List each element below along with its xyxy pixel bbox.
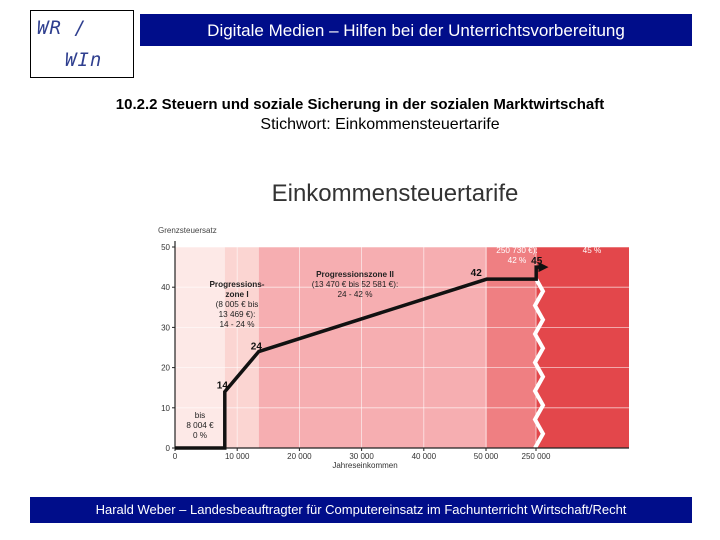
tax-rate-line bbox=[175, 265, 539, 450]
zone-label-4: 42 % bbox=[508, 256, 527, 265]
tax-rate-chart: Einkommensteuertarife Grenzsteuersatz 0 10 2… bbox=[158, 180, 629, 470]
zone-band-2 bbox=[224, 247, 259, 448]
x-tick-label: 50 000 bbox=[474, 452, 499, 461]
x-tick-label: 30 000 bbox=[349, 452, 374, 461]
zone-label-2: Progressions- bbox=[209, 280, 264, 289]
zone-label-2: (8 005 € bis bbox=[216, 300, 259, 309]
zone-band-3 bbox=[258, 247, 487, 448]
zone-label-5: Proportional- bbox=[566, 216, 618, 225]
point-label: 24 bbox=[251, 342, 263, 353]
footer: Harald Weber – Landesbeauftragter für Co… bbox=[30, 497, 692, 523]
point-label: 45 bbox=[531, 256, 543, 267]
zone-label-4: Proportional- bbox=[491, 216, 543, 225]
zone-label-4: 250 730 €): bbox=[496, 246, 537, 255]
zone-band-4 bbox=[486, 247, 537, 448]
x-tick-label: 250 000 bbox=[522, 452, 551, 461]
y-axis-label: Grenzsteuersatz bbox=[158, 226, 217, 235]
x-tick-label: 20 000 bbox=[287, 452, 312, 461]
zone-label-1: 0 % bbox=[193, 431, 207, 440]
y-tick-label: 30 bbox=[161, 323, 170, 332]
zone-label-1: 8 004 € bbox=[186, 421, 214, 430]
point-label: 14 bbox=[217, 381, 229, 392]
zone-label-5: (ab 250 731 €): bbox=[564, 236, 620, 245]
logo-line-1: WR / bbox=[37, 17, 87, 39]
x-tick-label: 10 000 bbox=[225, 452, 250, 461]
header-title: Digitale Medien – Hilfen bei der Unterri… bbox=[140, 14, 692, 46]
x-tick-label: 0 bbox=[173, 452, 178, 461]
y-tick-label: 50 bbox=[161, 243, 170, 252]
zone-label-3: (13 470 € bis 52 581 €): bbox=[312, 280, 399, 289]
zone-label-5: 45 % bbox=[583, 246, 602, 255]
zone-label-2: 14 - 24 % bbox=[219, 320, 254, 329]
axis-break bbox=[532, 276, 546, 449]
point-label: 42 bbox=[471, 268, 483, 279]
keyword-line: Stichwort: Einkommensteuertarife bbox=[260, 116, 500, 133]
zone-label-4: (52 882 € bis bbox=[493, 236, 540, 245]
y-tick-label: 40 bbox=[161, 283, 170, 292]
zone-band-5 bbox=[536, 247, 629, 448]
y-tick-label: 0 bbox=[166, 444, 171, 453]
zone-label-3: 24 - 42 % bbox=[337, 290, 372, 299]
zone-label-1: bis bbox=[195, 411, 205, 420]
zone-label-3: Progressionszone II bbox=[316, 270, 394, 279]
x-axis-label: Jahreseinkommen bbox=[332, 461, 397, 470]
logo: WR / WIn bbox=[30, 10, 134, 78]
zone-label-4: zone I bbox=[505, 226, 528, 235]
line-arrowhead bbox=[538, 262, 549, 273]
y-tick-label: 20 bbox=[161, 364, 170, 373]
x-tick-label: 40 000 bbox=[412, 452, 437, 461]
section-subtitle: 10.2.2 Steuern und soziale Sicherung in … bbox=[115, 96, 605, 113]
zone-band-1 bbox=[175, 247, 225, 448]
y-tick-label: 10 bbox=[161, 404, 170, 413]
zone-label-5: zone II bbox=[579, 226, 604, 235]
logo-line-2: WIn bbox=[65, 49, 103, 71]
zone-label-2: zone I bbox=[225, 290, 248, 299]
chart-title: Einkommensteuertarife bbox=[272, 180, 519, 207]
zone-label-2: 13 469 €): bbox=[219, 310, 256, 319]
